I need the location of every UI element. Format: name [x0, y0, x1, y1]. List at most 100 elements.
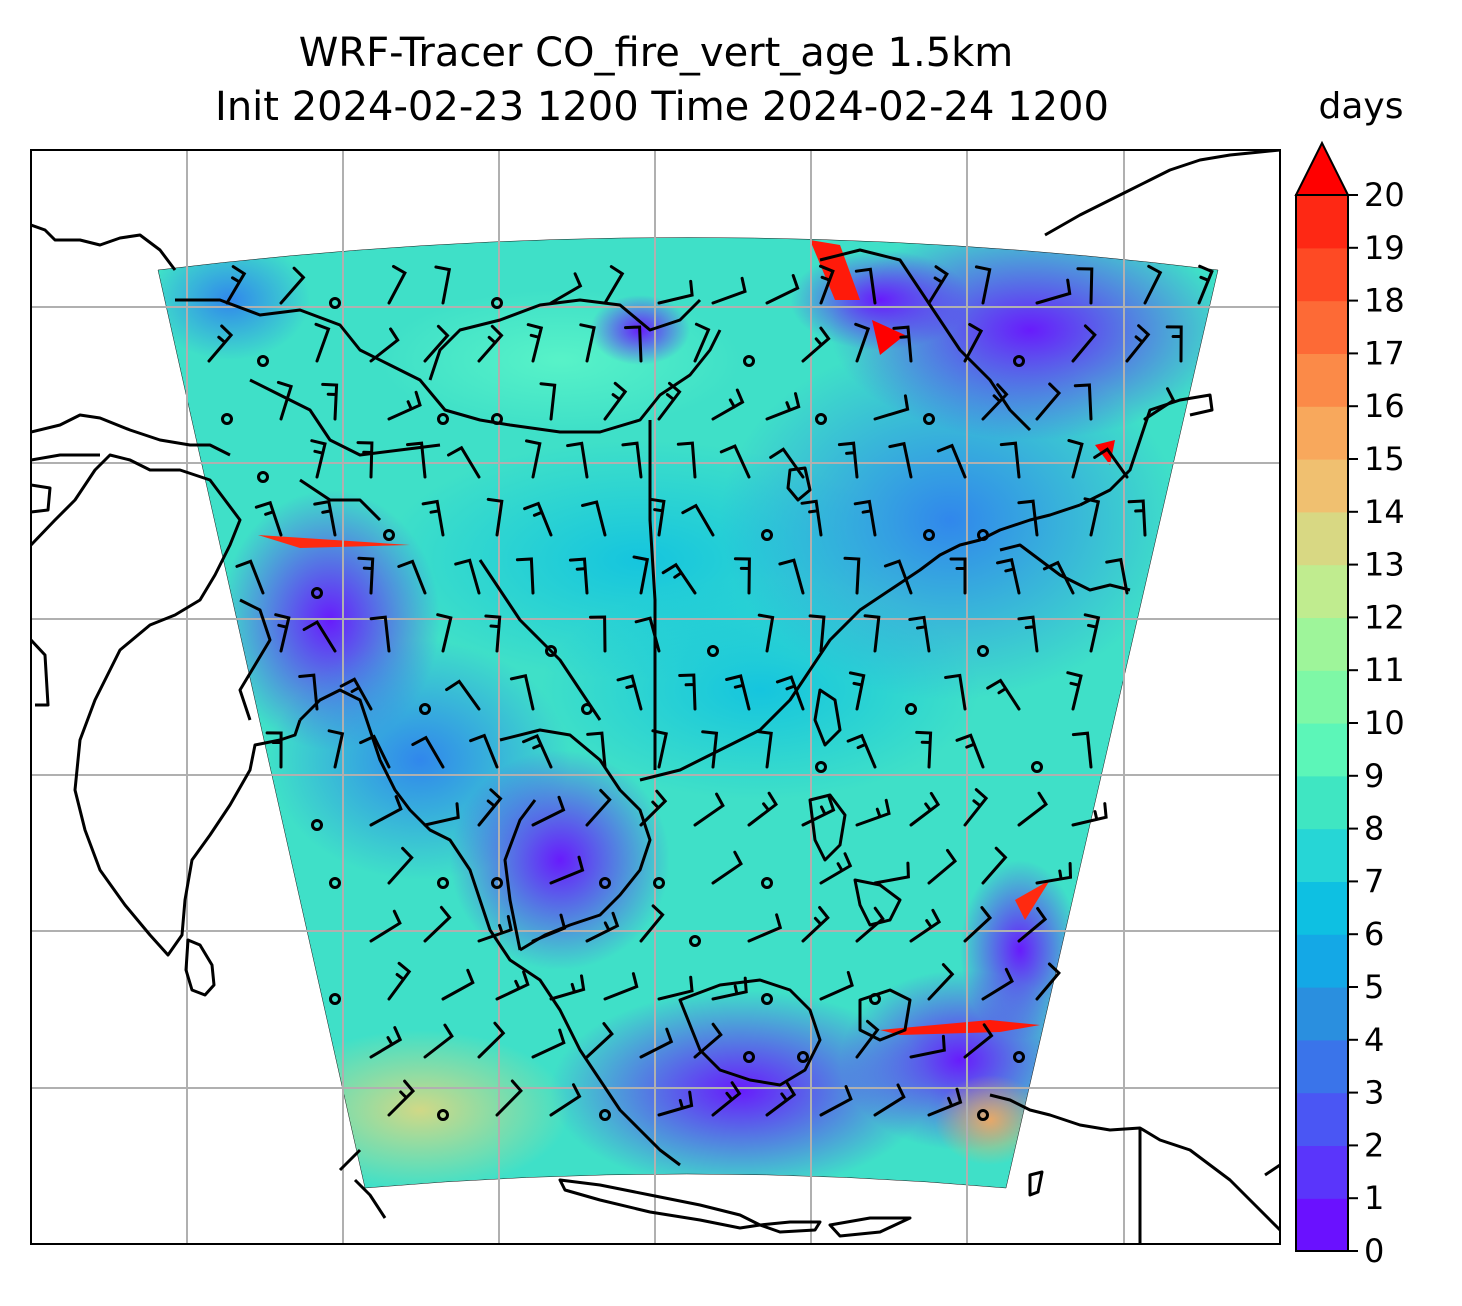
wind-barb [853, 499, 877, 537]
wind-barb [775, 675, 805, 711]
calm-wind-circle [815, 413, 827, 425]
wind-barb [515, 557, 535, 595]
wind-barb [927, 848, 958, 885]
calm-wind-circle [905, 703, 917, 715]
calm-wind-circle [797, 1051, 809, 1063]
colorbar-band [1296, 564, 1348, 618]
wind-barb [423, 905, 452, 943]
wind-barb [955, 733, 985, 769]
calm-wind-circle [923, 529, 935, 541]
colorbar-tick-label: 5 [1364, 968, 1384, 1006]
wind-barb [1042, 560, 1075, 595]
wind-barb [310, 439, 327, 479]
wind-barb [1071, 802, 1108, 827]
calm-wind-circle [545, 645, 557, 657]
map-axes [30, 149, 1281, 1245]
wind-barb [339, 677, 373, 711]
wind-barb [1127, 499, 1147, 537]
wind-barb [477, 324, 504, 363]
wind-barb [711, 276, 747, 305]
wind-barb [469, 733, 499, 769]
wind-barb [981, 846, 1008, 885]
wind-barb [254, 500, 283, 537]
calm-wind-circle [977, 1109, 989, 1121]
colorbar-band [1296, 195, 1348, 249]
wind-barb [387, 264, 407, 305]
field-region [450, 750, 670, 970]
calm-wind-circle [581, 703, 593, 715]
coastline-china [639, 503, 1081, 782]
wind-barb [800, 499, 823, 537]
colorbar-tick-label: 4 [1364, 1021, 1384, 1059]
field-region [550, 990, 930, 1188]
wind-barb [298, 673, 319, 711]
wind-barb [302, 620, 337, 653]
wind-barb [892, 325, 913, 363]
colorbar-tick-label: 0 [1364, 1232, 1384, 1270]
coastline-new-guinea [989, 1093, 1280, 1244]
wind-barb [327, 729, 345, 769]
coastline-india [31, 453, 302, 957]
wind-barb [769, 447, 805, 479]
wind-barb [265, 731, 283, 769]
colorbar-band [1296, 670, 1348, 724]
wind-barb [411, 735, 445, 769]
colorbar-tick-label: 6 [1364, 915, 1384, 953]
colorbar-tick-label: 1 [1364, 1179, 1384, 1217]
wind-barb [369, 795, 403, 827]
wind-barb [711, 1081, 742, 1117]
border-lines [175, 248, 1032, 770]
wind-barb [733, 557, 751, 595]
wind-barb [321, 382, 339, 421]
wind-barb [423, 324, 450, 363]
calm-wind-circle [707, 645, 719, 657]
map-frame [30, 149, 1281, 1245]
fire-hotspot [810, 240, 860, 300]
wind-barb [549, 855, 585, 885]
wind-barb [624, 325, 643, 363]
wind-barb [657, 279, 694, 305]
wind-barb [621, 441, 643, 479]
colorbar-tick-label: 3 [1364, 1074, 1384, 1112]
wind-barb [693, 792, 725, 827]
colorbar-band [1296, 881, 1348, 935]
wind-barb [276, 380, 293, 421]
wind-barb [801, 906, 830, 943]
colorbar-band [1296, 300, 1348, 354]
wind-barb [765, 274, 800, 305]
wind-barb [314, 322, 331, 363]
colorbar-tick-label: 10 [1364, 704, 1405, 742]
wind-barb [765, 1081, 797, 1117]
wind-barb [387, 390, 422, 421]
wind-barb [484, 614, 502, 653]
wind-barb [531, 913, 567, 943]
wind-barb [747, 913, 783, 943]
wind-barb [661, 562, 697, 595]
wind-barb [454, 558, 481, 595]
calm-wind-circle [761, 877, 773, 889]
wind-barb [927, 1087, 963, 1117]
wind-barb [657, 975, 694, 1001]
calm-wind-circle [923, 413, 935, 425]
wind-barb [1143, 387, 1176, 421]
wind-barb [996, 558, 1021, 595]
wind-barb [1093, 447, 1129, 479]
calm-wind-circle [1013, 1051, 1025, 1063]
wind-barb [1165, 325, 1183, 363]
wind-barb [387, 961, 412, 1001]
wind-barb [579, 323, 596, 363]
wind-barb [421, 499, 445, 537]
wind-barb [909, 908, 942, 943]
wind-barb [477, 1021, 506, 1059]
wind-barb [436, 613, 453, 653]
coastline-bay-of-bengal [238, 598, 681, 1167]
colorbar-band [1296, 723, 1348, 777]
wind-barb [944, 673, 967, 711]
colorbar-tick-label: 14 [1364, 493, 1405, 531]
colorbar-tick-label: 13 [1364, 546, 1405, 584]
wind-barb [848, 671, 866, 711]
wind-barb [639, 789, 668, 827]
calm-wind-circle [1013, 355, 1025, 367]
title-line-1: WRF-Tracer CO_fire_vert_age 1.5km [299, 30, 1014, 76]
coastline-philippines [808, 688, 902, 927]
